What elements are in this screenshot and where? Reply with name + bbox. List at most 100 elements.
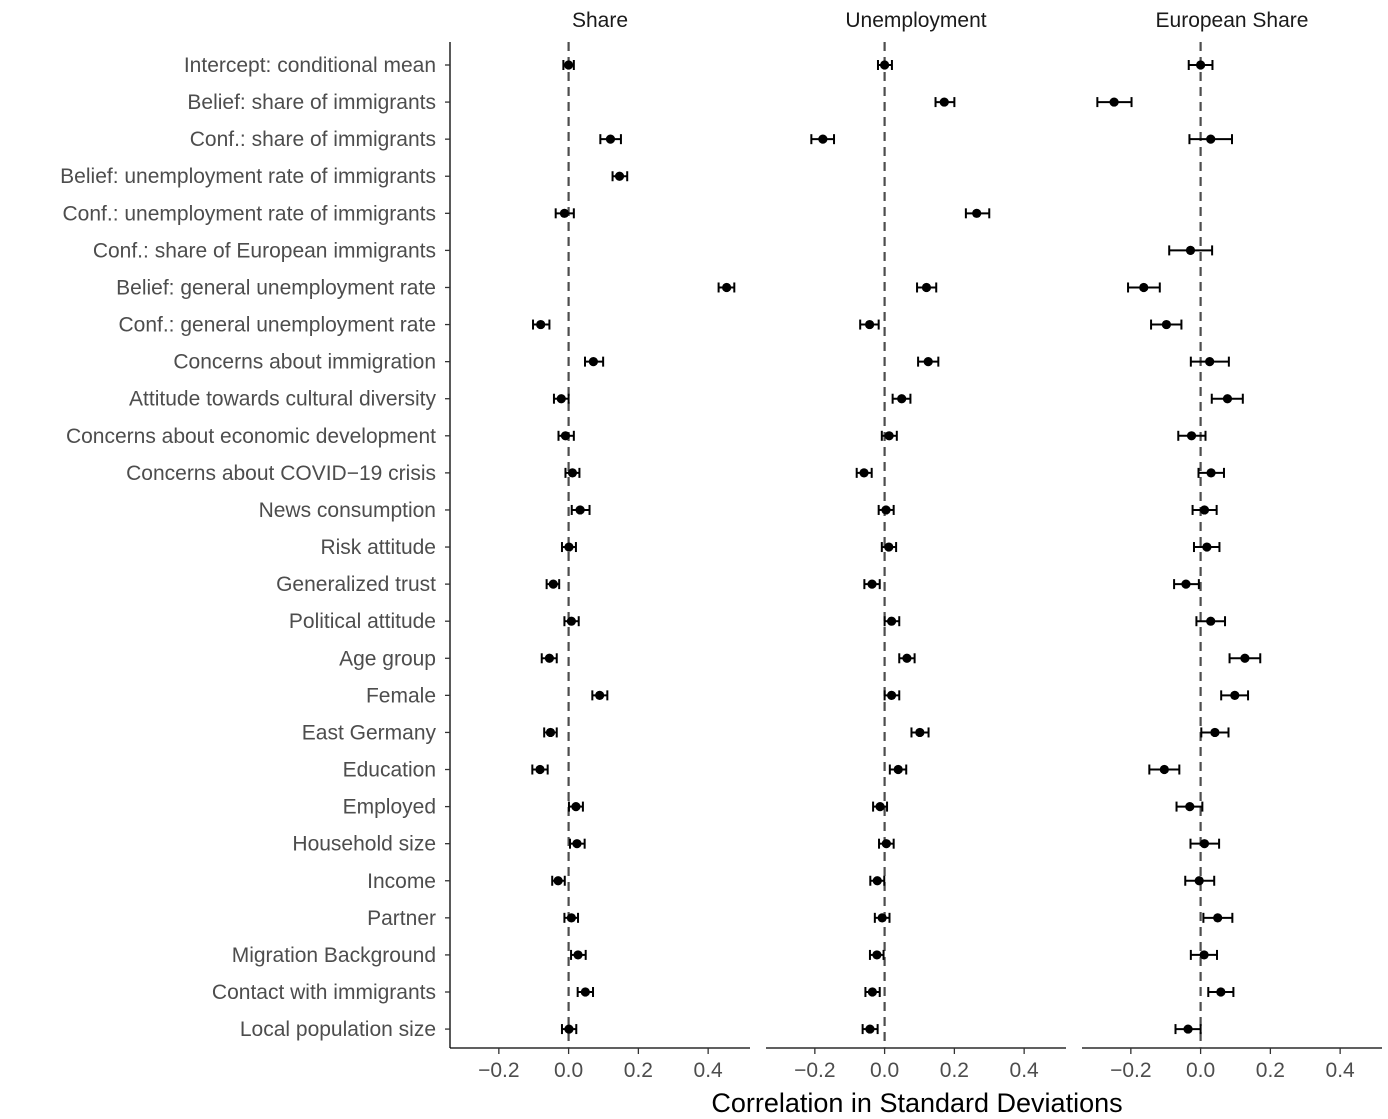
x-tick-label: −0.2 [794,1059,835,1082]
estimate-point [588,357,598,367]
y-tick-label: Concerns about immigration [173,351,436,374]
estimate-point [556,394,566,404]
estimate-point [872,950,882,960]
estimate-point [1240,653,1250,663]
estimate-point [559,208,570,218]
estimate-point [1206,616,1216,626]
estimate-point [535,764,545,775]
estimate-point [1205,357,1215,367]
x-tick-label: 0.4 [694,1059,724,1082]
estimate-point [1181,579,1191,589]
estimate-point [915,727,925,738]
estimate-point [544,653,555,663]
y-tick-label: Intercept: conditional mean [184,54,436,77]
panel-title: Unemployment [845,9,986,32]
estimate-point [884,431,894,441]
estimate-point [1183,1024,1193,1034]
y-axis-labels: Intercept: conditional mean Belief: share… [60,54,436,1041]
estimate-point [865,319,875,330]
estimate-point [1199,839,1210,849]
estimate-point [1206,468,1216,478]
estimate-point [881,505,891,515]
panel-title: European Share [1156,9,1309,32]
y-tick-label: Income [367,870,436,893]
estimate-point [1139,282,1149,293]
estimate-point [886,690,897,700]
estimate-point [1206,134,1216,144]
y-tick-label: Contact with immigrants [212,981,436,1004]
estimate-point [902,653,912,663]
estimate-point [1199,950,1209,960]
estimate-point [875,802,885,812]
estimate-point [880,60,890,70]
y-tick-label: Attitude towards cultural diversity [129,388,436,411]
x-tick-label: −0.2 [478,1059,519,1082]
estimate-point [865,1024,875,1034]
estimate-point [614,171,625,181]
estimate-point [580,987,590,997]
estimate-point [867,579,877,589]
estimate-point [886,616,897,626]
y-tick-label: Conf.: share of immigrants [190,128,436,151]
y-tick-label: Conf.: share of European immigrants [93,239,436,262]
estimate-point [722,282,732,293]
estimate-point [536,319,546,330]
estimate-point [921,282,932,293]
estimate-point [939,97,949,107]
y-tick-label: Education [343,759,436,782]
estimate-point [548,579,558,589]
estimate-point [595,690,605,700]
y-tick-label: Local population size [240,1018,436,1041]
estimate-point [872,876,882,886]
estimate-point [897,394,907,404]
y-tick-label: Risk attitude [320,536,436,559]
estimate-point [1213,913,1223,923]
panel: Unemployment −0.2 0.0 0.2 0.4 [766,9,1066,1082]
estimate-point [1222,394,1233,404]
y-tick-label: Political attitude [289,610,436,633]
x-tick-label: −0.2 [1110,1059,1151,1082]
estimate-point [818,134,828,144]
y-tick-label: Conf.: unemployment rate of immigrants [63,202,437,225]
chart-panels: Share −0.2 0.0 0.2 0.4 Unemployment −0.2 0.0 0.2… [445,9,1382,1082]
y-tick-label: Female [366,684,436,707]
estimate-point [859,468,869,478]
estimate-point [1186,431,1197,441]
estimate-point [1185,802,1195,812]
estimate-point [884,542,894,552]
estimate-point [571,802,581,812]
x-tick-label: 0.0 [554,1059,583,1082]
estimate-point [877,913,887,923]
estimate-point [893,764,903,775]
estimate-point [553,876,563,886]
estimate-point [572,839,582,849]
estimate-point [605,134,616,144]
x-tick-label: 0.0 [1186,1059,1215,1082]
estimate-point [1161,319,1172,330]
estimate-point [1230,690,1240,700]
estimate-point [560,431,571,441]
x-tick-label: 0.0 [870,1059,899,1082]
panel: Share −0.2 0.0 0.2 0.4 [445,9,750,1082]
estimate-point [867,987,877,997]
y-tick-label: Belief: general unemployment rate [116,276,436,299]
estimate-point [566,913,576,923]
y-tick-label: Age group [339,647,436,670]
estimate-point [566,616,576,626]
estimate-point [1202,542,1212,552]
y-tick-label: Household size [292,833,436,856]
estimate-point [575,505,585,515]
x-tick-label: 0.2 [1256,1059,1285,1082]
y-tick-label: Belief: unemployment rate of immigrants [60,165,436,188]
estimate-point [1210,727,1220,738]
estimate-point [881,839,891,849]
panel: European Share −0.2 0.0 0.2 0.4 [1082,9,1382,1082]
estimate-point [972,208,982,218]
y-tick-label: Concerns about COVID−19 crisis [126,462,436,485]
estimate-point [1196,60,1206,70]
estimate-point [564,60,574,70]
y-tick-label: Partner [367,907,436,930]
y-tick-label: Employed [343,796,436,819]
y-tick-label: East Germany [302,721,437,744]
